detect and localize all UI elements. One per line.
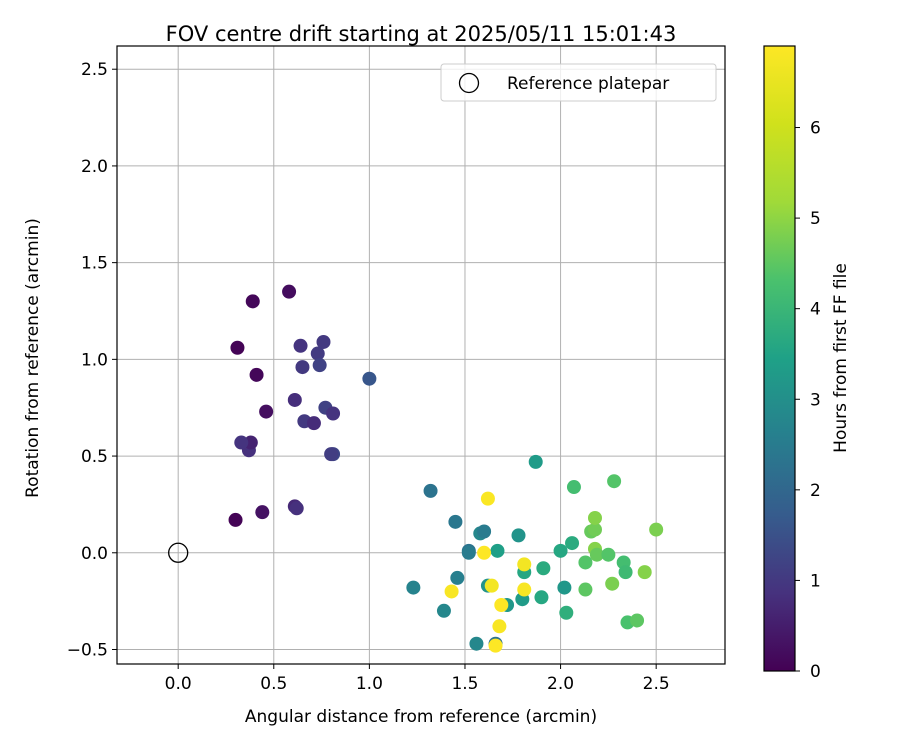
reference-platepar-point — [168, 542, 189, 563]
data-point — [306, 416, 321, 431]
x-tick-label: 2.0 — [547, 674, 574, 694]
legend: Reference platepar — [440, 63, 717, 102]
x-tick-label: 1.0 — [356, 674, 383, 694]
chart-title: FOV centre drift starting at 2025/05/11 … — [166, 22, 677, 46]
data-point — [480, 491, 495, 506]
data-point — [649, 522, 664, 537]
data-point — [511, 528, 526, 543]
data-point — [234, 435, 249, 450]
data-point — [324, 447, 339, 462]
data-point — [630, 613, 645, 628]
colorbar-tick-label: 5 — [810, 209, 821, 229]
data-point — [312, 358, 327, 373]
colorbar-ticks: 0 1 2 3 4 5 6 — [795, 119, 821, 682]
y-tick-label: 1.5 — [81, 254, 108, 274]
data-point — [605, 576, 620, 591]
data-point — [230, 340, 245, 355]
data-point — [587, 510, 602, 525]
data-point — [450, 570, 465, 585]
data-point — [488, 638, 503, 653]
plot-frame — [116, 45, 726, 665]
data-point — [587, 522, 602, 537]
data-point — [461, 545, 476, 560]
legend-box — [440, 63, 717, 102]
data-point — [517, 557, 532, 572]
y-tick-label: 2.0 — [81, 157, 108, 177]
data-point — [517, 582, 532, 597]
y-tick-label: 1.0 — [81, 350, 108, 370]
data-point — [565, 536, 580, 551]
data-point — [316, 334, 331, 349]
data-point — [469, 636, 484, 651]
data-point — [448, 514, 463, 529]
x-axis-label: Angular distance from reference (arcmin) — [245, 707, 597, 727]
data-point — [310, 346, 325, 361]
data-point — [287, 392, 302, 407]
data-point — [559, 605, 574, 620]
data-point — [492, 619, 507, 634]
x-tick-label: 0.0 — [165, 674, 192, 694]
data-point — [245, 294, 260, 309]
colorbar-tick-label: 3 — [810, 390, 821, 410]
data-point — [436, 603, 451, 618]
data-point — [282, 284, 297, 299]
data-point — [249, 367, 264, 382]
y-axis-label: Rotation from reference (arcmin) — [23, 218, 43, 498]
data-point — [637, 565, 652, 580]
data-point — [578, 555, 593, 570]
colorbar-tick-label: 4 — [810, 300, 821, 320]
data-point — [406, 580, 421, 595]
colorbar-tick-label: 2 — [810, 481, 821, 501]
data-point — [536, 561, 551, 576]
colorbar-tick-label: 0 — [810, 662, 821, 682]
colorbar-tick-label: 6 — [810, 119, 821, 139]
data-point — [295, 360, 310, 375]
colorbar-tick-label: 1 — [810, 571, 821, 591]
x-tick-label: 0.5 — [260, 674, 287, 694]
y-axis-ticks: −0.5 0.0 0.5 1.0 1.5 2.0 2.5 — [67, 60, 117, 660]
data-point — [490, 543, 505, 558]
data-point — [293, 338, 308, 353]
colorbar-gradient — [763, 45, 796, 672]
data-point — [553, 543, 568, 558]
data-points — [228, 284, 664, 653]
data-point — [423, 483, 438, 498]
data-point — [228, 512, 243, 527]
x-tick-label: 2.5 — [643, 674, 670, 694]
y-tick-label: 2.5 — [81, 60, 108, 80]
data-point — [326, 406, 341, 421]
data-point — [289, 501, 304, 516]
data-point — [362, 371, 377, 386]
data-point — [578, 582, 593, 597]
data-point — [589, 547, 604, 562]
data-point — [259, 404, 274, 419]
data-point — [557, 580, 572, 595]
colorbar-label: Hours from first FF file — [831, 263, 851, 453]
reference-marker — [168, 542, 189, 563]
y-tick-label: 0.5 — [81, 447, 108, 467]
data-point — [477, 524, 492, 539]
data-point — [528, 454, 543, 469]
data-point — [566, 480, 581, 495]
data-point — [618, 565, 633, 580]
colorbar: 0 1 2 3 4 5 6 Hours from first FF file — [763, 45, 851, 682]
grid-lines — [117, 46, 725, 664]
data-point — [255, 505, 270, 520]
legend-entry-reference: Reference platepar — [507, 74, 669, 94]
data-point — [477, 545, 492, 560]
y-tick-label: −0.5 — [67, 640, 108, 660]
data-point — [601, 547, 616, 562]
data-point — [484, 578, 499, 593]
legend-reference-marker — [458, 72, 480, 94]
data-point — [444, 584, 459, 599]
x-axis-ticks: 0.0 0.5 1.0 1.5 2.0 2.5 — [165, 664, 670, 694]
data-point — [607, 474, 622, 489]
y-tick-label: 0.0 — [81, 544, 108, 564]
x-tick-label: 1.5 — [451, 674, 478, 694]
data-point — [534, 590, 549, 605]
data-point — [494, 598, 509, 613]
